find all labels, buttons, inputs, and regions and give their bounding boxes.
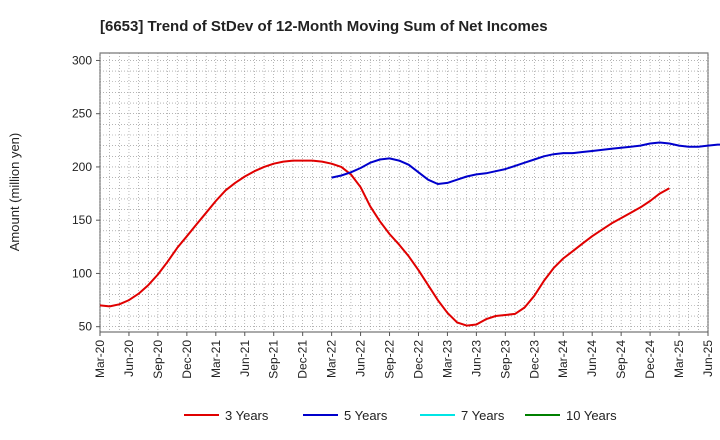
legend-label: 3 Years — [225, 408, 269, 423]
y-tick-label: 50 — [79, 320, 93, 334]
x-tick-label: Dec-22 — [411, 340, 425, 379]
x-tick-label: Jun-20 — [122, 340, 136, 377]
legend: 3 Years 5 Years 7 Years 10 Years — [184, 408, 617, 423]
x-tick-label: Sep-22 — [383, 340, 397, 379]
y-tick-label: 300 — [72, 53, 92, 67]
x-tick-label: Sep-21 — [267, 340, 281, 379]
y-tick-label: 150 — [72, 213, 92, 227]
series-line-5-years — [331, 141, 720, 185]
legend-label: 5 Years — [344, 408, 388, 423]
x-tick-label: Mar-22 — [325, 340, 339, 378]
x-tick-label: Sep-20 — [151, 340, 165, 379]
plot-area — [99, 52, 709, 333]
x-tick-label: Jun-25 — [701, 340, 715, 377]
legend-label: 7 Years — [461, 408, 505, 423]
x-tick-label: Jun-24 — [585, 340, 599, 377]
y-axis-ticks: 50 100 150 200 250 300 — [72, 53, 100, 334]
series-lines — [99, 141, 720, 327]
x-tick-label: Sep-23 — [498, 340, 512, 379]
x-tick-label: Jun-21 — [238, 340, 252, 377]
x-tick-label: Dec-21 — [296, 340, 310, 379]
x-tick-label: Jun-22 — [354, 340, 368, 377]
x-tick-label: Dec-20 — [180, 340, 194, 379]
y-tick-label: 100 — [72, 266, 92, 280]
x-tick-label: Jun-23 — [469, 340, 483, 377]
chart-title: [6653] Trend of StDev of 12-Month Moving… — [100, 18, 548, 35]
x-tick-label: Mar-21 — [209, 340, 223, 378]
y-tick-label: 250 — [72, 107, 92, 121]
x-tick-label: Mar-23 — [440, 340, 454, 378]
y-axis-title: Amount (million yen) — [7, 133, 22, 252]
x-tick-label: Sep-24 — [614, 340, 628, 379]
grid — [99, 53, 709, 332]
x-tick-label: Mar-25 — [672, 340, 686, 378]
legend-label: 10 Years — [566, 408, 617, 423]
x-tick-label: Mar-20 — [93, 340, 107, 378]
x-tick-label: Dec-24 — [643, 340, 657, 379]
x-tick-label: Dec-23 — [527, 340, 541, 379]
x-axis-ticks: Mar-20 Jun-20 Sep-20 Dec-20 Mar-21 Jun-21 Sep-… — [93, 332, 715, 379]
y-tick-label: 200 — [72, 160, 92, 174]
series-line-3-years — [99, 159, 670, 327]
x-tick-label: Mar-24 — [556, 340, 570, 378]
